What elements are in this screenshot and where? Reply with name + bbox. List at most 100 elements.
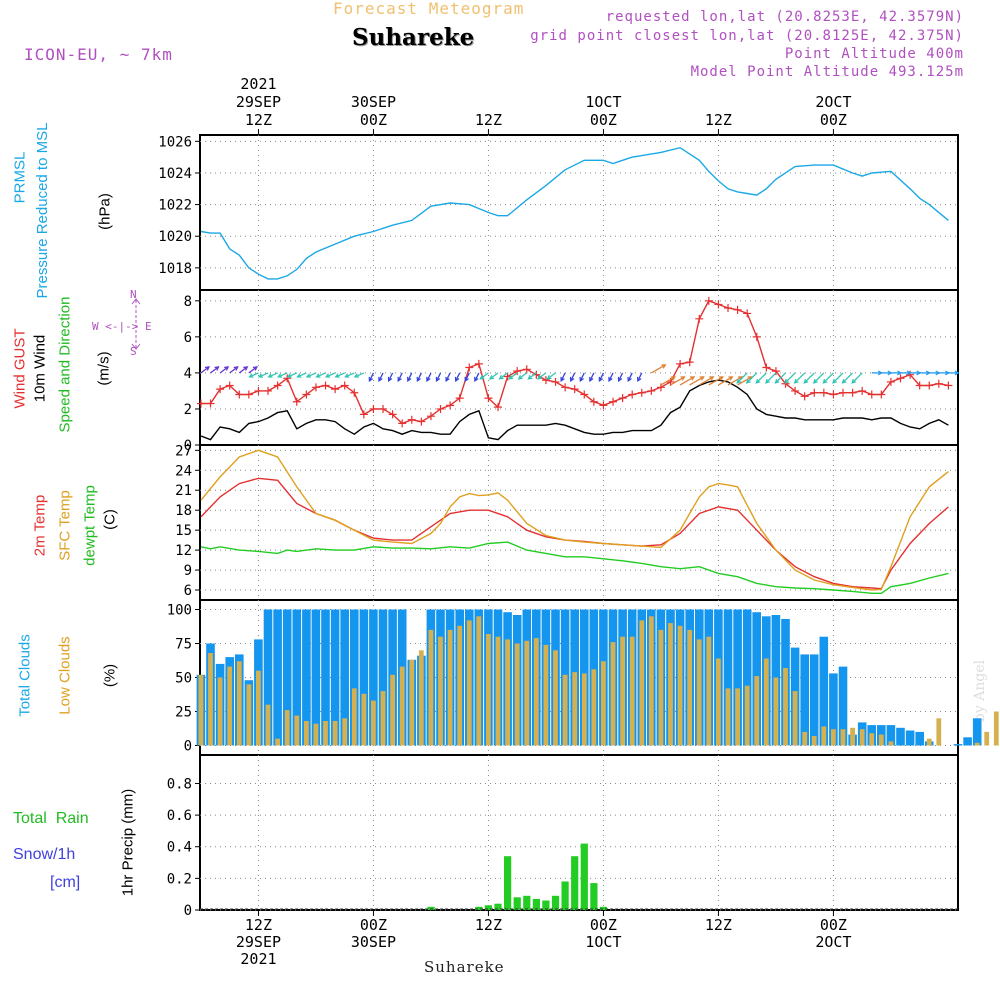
- wind-arrow: [378, 372, 384, 382]
- series-temp2m: [200, 477, 949, 590]
- wind-arrow: [354, 372, 365, 378]
- total-cloud-bar: [378, 609, 388, 746]
- low-cloud-bar: [677, 625, 683, 746]
- wind-arrow: [803, 372, 815, 384]
- y-tick-label: 2: [184, 402, 192, 418]
- bottom-time-label: 12Z: [245, 916, 272, 934]
- low-cloud-bar: [792, 691, 798, 746]
- low-cloud-bar: [572, 672, 578, 746]
- wind-arrow-head: [224, 366, 230, 371]
- y-tick-label: 1022: [158, 198, 192, 214]
- wind-arrow-head: [745, 378, 751, 384]
- wind-arrow: [737, 376, 752, 386]
- gust-point: [254, 386, 263, 395]
- wind-arrow: [842, 372, 854, 384]
- wind-arrow-head: [248, 373, 254, 378]
- gust-point: [877, 390, 886, 399]
- y-tick-label: 6: [184, 330, 192, 346]
- header-model: ICON-EU, ~ 7km: [24, 45, 173, 64]
- top-time-label: 00Z: [820, 111, 847, 129]
- wind-arrow-head: [508, 375, 514, 380]
- low-cloud-bar: [610, 642, 616, 746]
- wind-arrow-head: [488, 375, 495, 380]
- gust-point: [886, 377, 895, 386]
- wind-arrow: [618, 372, 624, 382]
- total-rain-label: Total Rain: [13, 810, 89, 827]
- wind-arrow: [499, 372, 508, 380]
- snow-label: Snow/1h: [13, 846, 76, 863]
- gust-point: [628, 390, 637, 399]
- wind-arrow: [277, 372, 288, 378]
- y-tick-label: 9: [184, 563, 192, 579]
- y-tick-label: 0: [184, 738, 192, 754]
- rain-bar: [504, 856, 512, 910]
- gust-point: [580, 390, 589, 399]
- gust-point: [292, 397, 301, 406]
- low-cloud-bar: [936, 718, 942, 746]
- wind-arrow: [489, 372, 499, 380]
- gust-point: [589, 397, 598, 406]
- low-cloud-bar: [591, 669, 597, 746]
- low-cloud-bar: [524, 640, 530, 746]
- low-cloud-bar: [332, 721, 338, 746]
- total-cloud-bar: [359, 609, 369, 746]
- gust-point: [896, 374, 905, 383]
- wind-arrow: [480, 372, 489, 380]
- wind-arrow-head: [257, 373, 264, 378]
- gust-point: [196, 399, 205, 408]
- gust-point: [800, 392, 809, 401]
- wind-arrow: [718, 376, 733, 386]
- bottom-time-label: 29SEP: [236, 933, 281, 951]
- wind-arrow: [670, 376, 685, 386]
- total-cloud-bar: [972, 718, 982, 746]
- gust-point: [216, 385, 225, 394]
- gust-point: [302, 390, 311, 399]
- wind-arrow: [219, 366, 229, 374]
- wind-arrow: [570, 372, 576, 382]
- gust-point: [446, 401, 455, 410]
- wind-arrow-head: [435, 376, 441, 383]
- y-tick-label: 27: [175, 443, 192, 459]
- wind-arrow: [627, 372, 633, 382]
- wind-arrow: [851, 372, 863, 384]
- bottom-time-label: 00Z: [820, 916, 847, 934]
- wind-arrow-head: [822, 378, 828, 384]
- wind-arrow-head: [661, 364, 667, 369]
- wind-arrow: [637, 372, 643, 382]
- series-dewpt: [200, 541, 949, 594]
- low-cloud-bar: [198, 674, 204, 746]
- gust-point: [704, 296, 713, 305]
- wind-arrow-head: [368, 376, 374, 383]
- y-tick-label: 0.4: [167, 840, 192, 856]
- wind-arrow: [765, 372, 777, 384]
- series-pressure: [200, 146, 949, 280]
- low-cloud-bar: [850, 727, 855, 746]
- gust-point: [925, 381, 934, 390]
- wind-arrow-head: [479, 375, 485, 380]
- y-tick-label: 24: [175, 463, 192, 479]
- gust-point: [398, 419, 407, 428]
- y-tick-label: 0: [184, 903, 192, 919]
- low-cloud-bar: [802, 731, 808, 746]
- gust-point: [273, 381, 282, 390]
- low-cloud-bar: [294, 715, 300, 746]
- wind-arrow: [426, 372, 432, 382]
- rain-bar: [484, 905, 492, 910]
- wind-arrow-head: [464, 376, 469, 383]
- wind-arrow-head: [851, 378, 857, 384]
- y-tick-label: 0.6: [167, 808, 192, 824]
- gust-point: [455, 394, 464, 403]
- snow-unit-label: [cm]: [50, 874, 81, 891]
- wind-arrow: [736, 372, 748, 384]
- low-cloud-bar: [716, 658, 721, 746]
- low-cloud-bar: [236, 661, 242, 746]
- wind-arrow: [813, 372, 825, 384]
- low-cloud-bar: [265, 704, 271, 746]
- wind-arrow: [229, 366, 239, 374]
- wind-arrow-head: [841, 378, 847, 384]
- total-cloud-bar: [292, 609, 302, 746]
- wind-arrow: [455, 372, 461, 382]
- gust-point: [561, 383, 570, 392]
- wind-arrow-head: [387, 376, 393, 383]
- low-cloud-bar: [466, 620, 472, 746]
